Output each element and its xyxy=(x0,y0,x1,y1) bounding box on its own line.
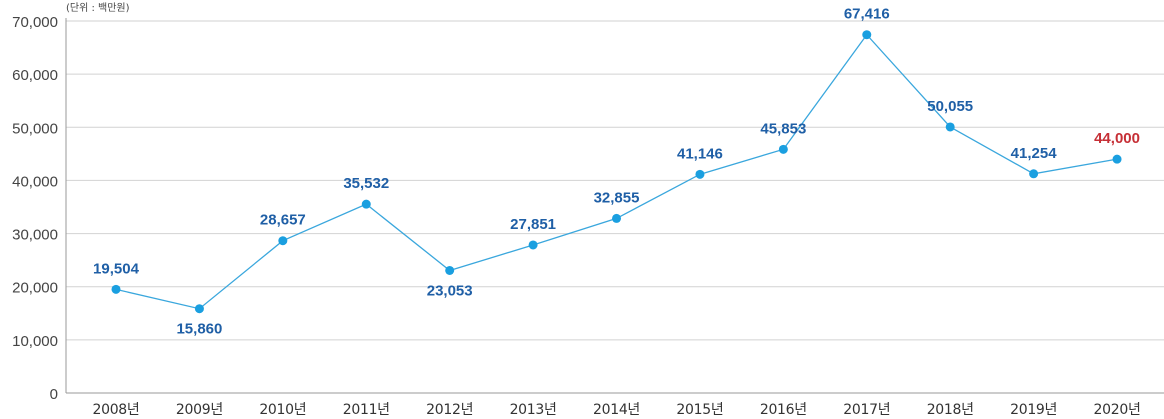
data-point xyxy=(945,122,955,132)
gridlines xyxy=(66,20,1164,341)
x-tick-label: 2017년 xyxy=(843,402,890,418)
data-point xyxy=(612,213,622,223)
data-label: 41,254 xyxy=(1011,145,1058,162)
data-label: 23,053 xyxy=(427,282,473,299)
series-line xyxy=(115,33,1118,310)
data-label: 19,504 xyxy=(93,260,140,277)
data-label: 45,853 xyxy=(760,120,806,137)
data-point xyxy=(361,199,371,209)
data-point xyxy=(445,265,455,275)
data-point xyxy=(778,144,788,154)
x-tick-label: 2016년 xyxy=(760,402,807,418)
y-tick-label: 10,000 xyxy=(12,333,58,350)
x-tick-label: 2014년 xyxy=(593,402,640,418)
y-tick-label: 60,000 xyxy=(12,67,58,84)
data-labels: 19,504 15,860 28,657 35,532 23,053 27,851 32,8… xyxy=(93,6,1140,338)
x-tick-label: 2018년 xyxy=(927,402,974,418)
y-tick-label: 30,000 xyxy=(12,227,58,244)
data-point xyxy=(278,236,288,246)
x-axis-tick-labels: 2008년 2009년 2010년 2011년 2012년 2013년 2014년 2015년… xyxy=(92,402,1140,418)
y-tick-label: 20,000 xyxy=(12,280,58,297)
x-tick-label: 2019년 xyxy=(1010,402,1057,418)
data-label: 32,855 xyxy=(594,189,640,206)
data-label: 28,657 xyxy=(260,212,306,229)
data-label: 15,860 xyxy=(176,321,222,338)
data-label-highlighted: 44,000 xyxy=(1094,130,1140,147)
x-tick-label: 2009년 xyxy=(176,402,223,418)
data-label: 41,146 xyxy=(677,145,723,162)
x-tick-label: 2008년 xyxy=(92,402,139,418)
y-tick-label: 50,000 xyxy=(12,120,58,137)
data-point xyxy=(528,240,538,250)
data-label: 27,851 xyxy=(510,216,556,233)
x-tick-label: 2012년 xyxy=(426,402,473,418)
data-points xyxy=(111,30,1122,314)
y-tick-label: 40,000 xyxy=(12,173,58,190)
y-tick-label: 70,000 xyxy=(12,14,58,31)
x-tick-label: 2011년 xyxy=(343,402,390,418)
data-label: 67,416 xyxy=(844,6,890,23)
data-label: 50,055 xyxy=(927,98,973,115)
data-label: 35,532 xyxy=(343,175,389,192)
x-tick-label: 2015년 xyxy=(676,402,723,418)
x-tick-label: 2013년 xyxy=(510,402,557,418)
data-point xyxy=(695,169,705,179)
data-point xyxy=(1112,154,1122,164)
data-point xyxy=(862,30,872,40)
y-tick-label: 0 xyxy=(50,386,58,403)
unit-label: (단위 : 백만원) xyxy=(66,1,130,14)
y-axis-tick-labels: 0 10,000 20,000 30,000 40,000 50,000 60,000 70,… xyxy=(12,14,58,403)
data-point xyxy=(1029,169,1039,179)
data-point xyxy=(111,284,121,294)
x-tick-label: 2020년 xyxy=(1094,402,1141,418)
x-tick-label: 2010년 xyxy=(259,402,306,418)
data-point xyxy=(194,304,204,314)
